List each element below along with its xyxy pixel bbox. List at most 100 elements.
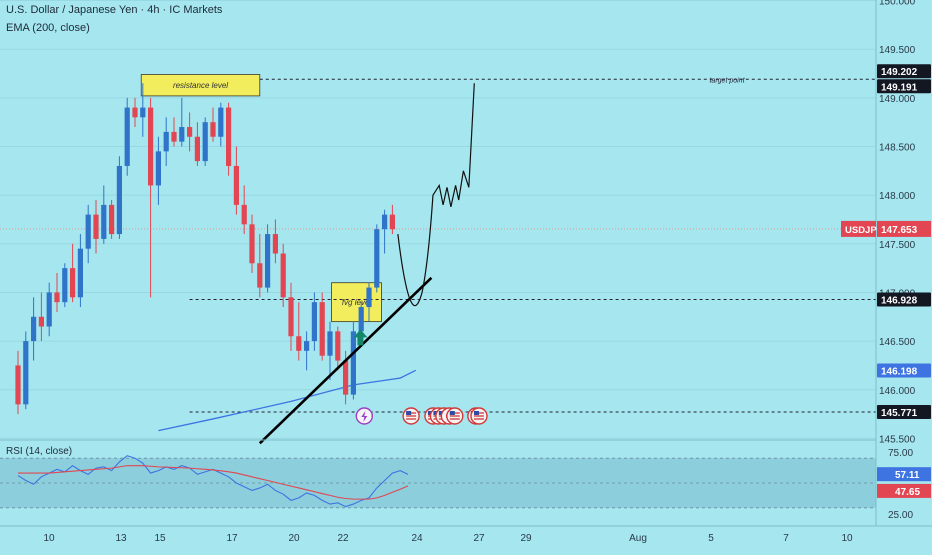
candle-body	[116, 165, 122, 235]
time-tick-label: 29	[520, 533, 532, 544]
candle-body	[124, 107, 130, 166]
candle-body	[70, 268, 76, 298]
rsi-tick-label: 75.00	[888, 448, 913, 459]
overlay-layer	[258, 83, 488, 445]
candle-body	[140, 107, 146, 118]
resistance-zone	[140, 74, 261, 97]
time-axis: 10 13 15 17 20 22 24 27 29 Aug 5 7 10	[0, 525, 932, 550]
chart-title: U.S. Dollar / Japanese Yen · 4h · IC Mar…	[6, 4, 223, 16]
candle-body	[358, 307, 364, 332]
candle-body	[23, 341, 29, 405]
candle-body	[335, 331, 341, 361]
price-badge-label: 146.198	[881, 366, 918, 377]
target-point-label: target point	[709, 77, 745, 84]
candle-body	[366, 287, 372, 308]
ema200-line	[158, 369, 417, 432]
price-badge-label: 145.771	[881, 408, 918, 419]
candle-body	[148, 107, 154, 186]
price-tick-label: 148.000	[879, 191, 916, 202]
ema-indicator-label[interactable]: EMA (200, close)	[6, 22, 90, 34]
candle-body	[233, 165, 239, 205]
grid-layer	[0, 0, 876, 439]
candle-body	[249, 224, 255, 264]
rsi-line	[17, 455, 409, 508]
candle-body	[304, 341, 310, 351]
rsi-ma-badge	[877, 483, 931, 498]
symbol-badge-label: USDJPY	[845, 225, 884, 236]
levels-layer: target point	[0, 77, 876, 432]
candle-body	[187, 127, 193, 137]
support-trendline	[258, 276, 433, 445]
candle-body	[109, 204, 115, 235]
rsi-value-badge	[877, 467, 931, 482]
time-tick-label: 27	[473, 533, 485, 544]
zones-layer: resistance level fvg level	[140, 74, 382, 323]
candle-body	[93, 214, 99, 239]
time-tick-label: Aug	[629, 533, 647, 544]
price-tick-label: 148.500	[879, 143, 916, 154]
rsi-ma-line	[18, 465, 409, 500]
candle-body	[382, 214, 388, 230]
price-axis: 150.000 149.500 149.000 148.500 148.000 147.5…	[841, 0, 932, 530]
time-tick-label: 20	[288, 533, 300, 544]
price-badge-label: 149.202	[881, 67, 918, 78]
time-tick-label: 10	[43, 533, 55, 544]
price-badge	[877, 363, 931, 378]
candle-body	[374, 229, 380, 288]
candle-body	[15, 365, 21, 405]
time-tick-label: 7	[783, 533, 789, 544]
candle-body	[171, 131, 177, 142]
price-tick-label: 149.500	[879, 45, 916, 56]
candle-body	[85, 214, 91, 249]
price-tick-label: 146.000	[879, 386, 916, 397]
price-tick-label: 146.500	[879, 337, 916, 348]
candle-body	[210, 122, 216, 137]
fvg-zone	[331, 282, 382, 323]
price-badge	[877, 64, 931, 79]
lightning-glyph	[361, 411, 368, 422]
price-badge-label: 149.191	[881, 82, 918, 93]
candle-body	[389, 214, 395, 230]
rsi-pane: RSI (14, close)	[0, 439, 876, 509]
price-tick-label: 149.000	[879, 94, 916, 105]
candle-body	[38, 316, 44, 327]
candle-body	[272, 234, 278, 254]
candle-body	[288, 297, 294, 337]
candle-body	[62, 268, 68, 303]
time-tick-label: 17	[226, 533, 238, 544]
time-tick-label: 13	[115, 533, 127, 544]
time-tick-label: 15	[154, 533, 166, 544]
price-badge-label: 146.928	[881, 295, 918, 306]
candle-body	[319, 302, 325, 356]
resistance-label: resistance level	[173, 81, 228, 90]
rsi-ma-label: 47.65	[895, 487, 920, 498]
time-axis-bg	[0, 526, 932, 550]
time-tick-label: 10	[841, 533, 853, 544]
rsi-value-label: 57.11	[895, 470, 920, 481]
candle-body	[54, 292, 60, 303]
price-badge	[877, 292, 931, 307]
flag-canton	[473, 411, 479, 415]
candle-body	[77, 248, 83, 298]
candle-body	[132, 107, 138, 118]
candle-body	[265, 234, 271, 288]
current-price-badge	[877, 220, 931, 237]
candle-body	[194, 136, 200, 162]
flag-canton	[406, 411, 412, 415]
time-tick-label: 24	[411, 533, 423, 544]
candle-body	[241, 204, 247, 225]
price-badge	[877, 405, 931, 420]
candle-body	[327, 331, 333, 356]
candle-body	[163, 131, 169, 152]
time-tick-label: 22	[337, 533, 349, 544]
rsi-tick-label: 25.00	[888, 510, 913, 521]
current-price-badge-label: 147.653	[881, 225, 918, 236]
candle-body	[280, 253, 286, 298]
price-tick-label: 150.000	[879, 0, 916, 8]
candle-body	[101, 204, 107, 239]
candle-body	[226, 107, 232, 166]
candle-body	[296, 336, 302, 351]
candle-body	[311, 302, 317, 342]
